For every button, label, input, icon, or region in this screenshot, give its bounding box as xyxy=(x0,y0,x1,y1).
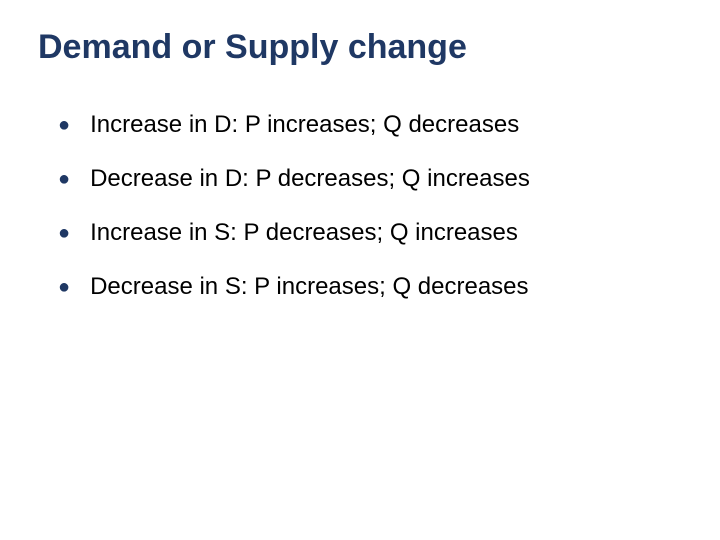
list-item: ● Increase in D: P increases; Q decrease… xyxy=(58,109,682,141)
bullet-text: Decrease in D: P decreases; Q increases xyxy=(90,163,530,195)
slide-container: Demand or Supply change ● Increase in D:… xyxy=(0,0,720,540)
bullet-text: Decrease in S: P increases; Q decreases xyxy=(90,271,528,303)
bullet-icon: ● xyxy=(58,271,70,303)
bullet-list: ● Increase in D: P increases; Q decrease… xyxy=(38,109,682,303)
bullet-text: Increase in D: P increases; Q decreases xyxy=(90,109,519,141)
slide-title: Demand or Supply change xyxy=(38,28,682,67)
list-item: ● Increase in S: P decreases; Q increase… xyxy=(58,217,682,249)
bullet-text: Increase in S: P decreases; Q increases xyxy=(90,217,518,249)
bullet-icon: ● xyxy=(58,163,70,195)
list-item: ● Decrease in S: P increases; Q decrease… xyxy=(58,271,682,303)
bullet-icon: ● xyxy=(58,109,70,141)
list-item: ● Decrease in D: P decreases; Q increase… xyxy=(58,163,682,195)
bullet-icon: ● xyxy=(58,217,70,249)
